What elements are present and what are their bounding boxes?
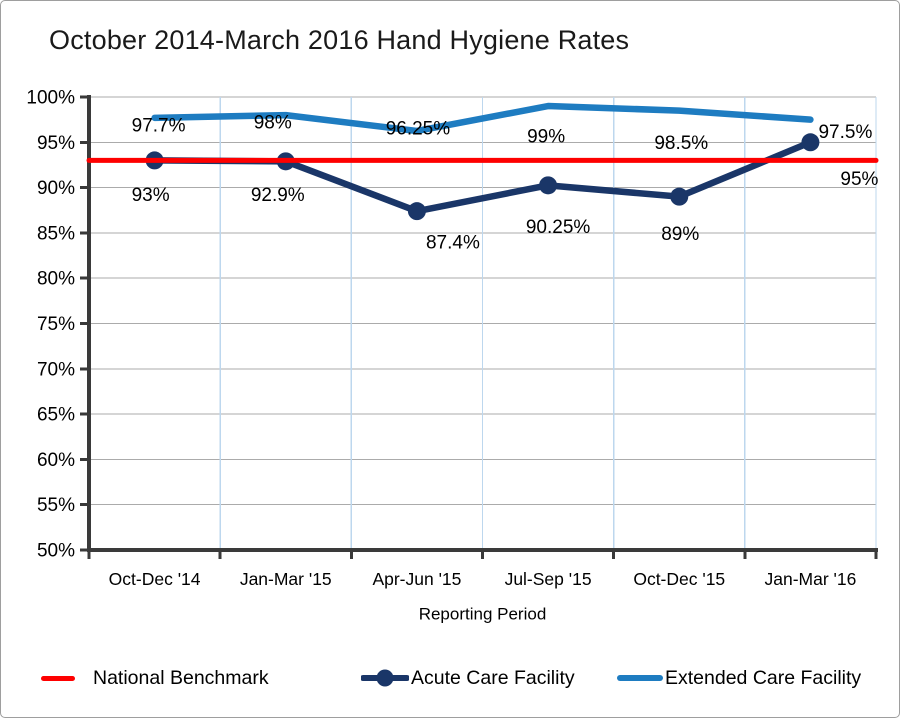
svg-text:85%: 85% [37,223,75,244]
data-labels-acute-care-facility: 93% 92.9% 87.4% 90.25% 89% 95% [132,169,879,254]
svg-text:65%: 65% [37,405,75,426]
legend-label-extended-care: Extended Care Facility [665,667,862,689]
data-label: 97.7% [132,115,186,136]
data-label: 89% [661,224,699,245]
data-label: 93% [132,185,170,206]
svg-text:70%: 70% [37,359,75,380]
svg-text:Apr-Jun '15: Apr-Jun '15 [372,569,461,589]
series-extended-care-facility [151,102,814,135]
data-point-marker [407,202,426,221]
legend-item-extended-care: Extended Care Facility [617,667,861,689]
legend-label-acute-care: Acute Care Facility [411,667,575,689]
x-axis-category-labels: Oct-Dec '14 Jan-Mar '15 Apr-Jun '15 Jul-Sep… [109,569,857,589]
svg-text:55%: 55% [37,495,75,516]
data-label: 97.5% [818,122,872,143]
svg-text:80%: 80% [37,269,75,290]
data-labels-extended-care-facility: 97.7% 98% 96.25% 99% 98.5% 97.5% [132,113,873,154]
chart-title: October 2014-March 2016 Hand Hygiene Rat… [49,25,630,55]
svg-text:Jan-Mar '16: Jan-Mar '16 [764,569,856,589]
svg-text:90%: 90% [37,178,75,199]
svg-text:Jan-Mar '15: Jan-Mar '15 [240,569,332,589]
svg-text:50%: 50% [37,541,75,562]
data-point-marker [670,187,689,206]
extended-line-swatch-icon [617,675,663,681]
acute-line-marker-swatch-icon [361,669,409,687]
y-axis-tick-labels: 100% 95% 90% 85% 80% 75% 70% 65% 60% 55% 50% [26,88,75,562]
data-label: 90.25% [526,217,591,238]
x-axis-title: Reporting Period [419,605,547,624]
data-label: 96.25% [386,118,451,139]
data-label: 99% [527,127,565,148]
data-point-marker [539,176,558,195]
data-point-marker [801,133,820,152]
data-label: 98% [254,113,292,134]
svg-text:Oct-Dec '14: Oct-Dec '14 [109,569,201,589]
axes [80,95,878,559]
vertical-gridlines [219,97,877,550]
svg-text:95%: 95% [37,133,75,154]
legend-label-national-benchmark: National Benchmark [93,667,269,689]
legend-item-national-benchmark: National Benchmark [41,667,269,689]
svg-text:60%: 60% [37,450,75,471]
svg-text:Oct-Dec '15: Oct-Dec '15 [633,569,725,589]
svg-text:100%: 100% [26,88,75,109]
data-label: 98.5% [654,133,708,154]
data-label: 92.9% [251,185,305,206]
benchmark-line-swatch-icon [41,675,75,681]
legend-item-acute-care: Acute Care Facility [361,667,575,689]
svg-text:75%: 75% [37,314,75,335]
data-label: 95% [840,169,878,190]
plot-area: 100% 95% 90% 85% 80% 75% 70% 65% 60% 55% 50% Oct-De… [26,88,879,624]
data-label: 87.4% [426,233,480,254]
svg-text:Jul-Sep '15: Jul-Sep '15 [505,569,592,589]
